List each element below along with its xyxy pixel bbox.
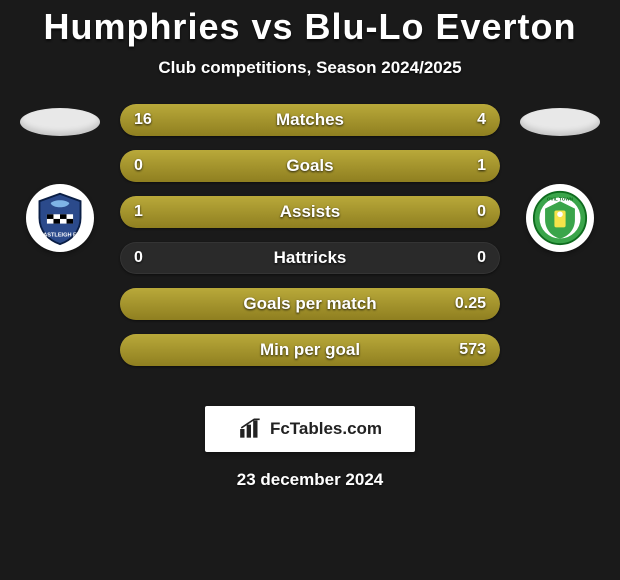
stat-row-matches: 164Matches: [120, 104, 500, 136]
stat-row-goals: 01Goals: [120, 150, 500, 182]
shield-icon: EASTLEIGH FC: [32, 190, 88, 246]
stat-row-assists: 10Assists: [120, 196, 500, 228]
stat-fill-right: [120, 288, 500, 320]
stat-fill-left: [120, 104, 424, 136]
ball-right: [520, 108, 600, 136]
stat-fill-right: [120, 334, 500, 366]
stat-label: Hattricks: [120, 242, 500, 274]
shield-icon: OVIL TOWN: [532, 190, 588, 246]
stat-fill-right: [120, 150, 500, 182]
ball-left: [20, 108, 100, 136]
page-title: Humphries vs Blu-Lo Everton: [0, 0, 620, 48]
watermark-text: FcTables.com: [270, 419, 382, 439]
stat-value-right: 0: [477, 242, 486, 274]
stat-bars: 164Matches 01Goals 10Assists 0 0Hattricks 0.2…: [120, 104, 500, 380]
stat-row-min-per-goal: 573Min per goal: [120, 334, 500, 366]
stat-row-hattricks: 0 0Hattricks: [120, 242, 500, 274]
svg-text:EASTLEIGH FC: EASTLEIGH FC: [39, 233, 80, 239]
yeovil-town-crest: OVIL TOWN: [526, 184, 594, 252]
stat-fill-right: [424, 104, 500, 136]
stat-fill-left: [120, 196, 500, 228]
fctables-watermark: FcTables.com: [205, 406, 415, 452]
bars-logo-icon: [238, 418, 264, 440]
stat-value-left: 0: [134, 242, 143, 274]
stat-row-goals-per-match: 0.25Goals per match: [120, 288, 500, 320]
eastleigh-crest: EASTLEIGH FC: [26, 184, 94, 252]
date-label: 23 december 2024: [0, 470, 620, 490]
subtitle: Club competitions, Season 2024/2025: [0, 58, 620, 78]
svg-text:OVIL TOWN: OVIL TOWN: [547, 196, 574, 201]
comparison-stage: EASTLEIGH FC OVIL TOWN 164Matches 01Goals…: [0, 104, 620, 394]
